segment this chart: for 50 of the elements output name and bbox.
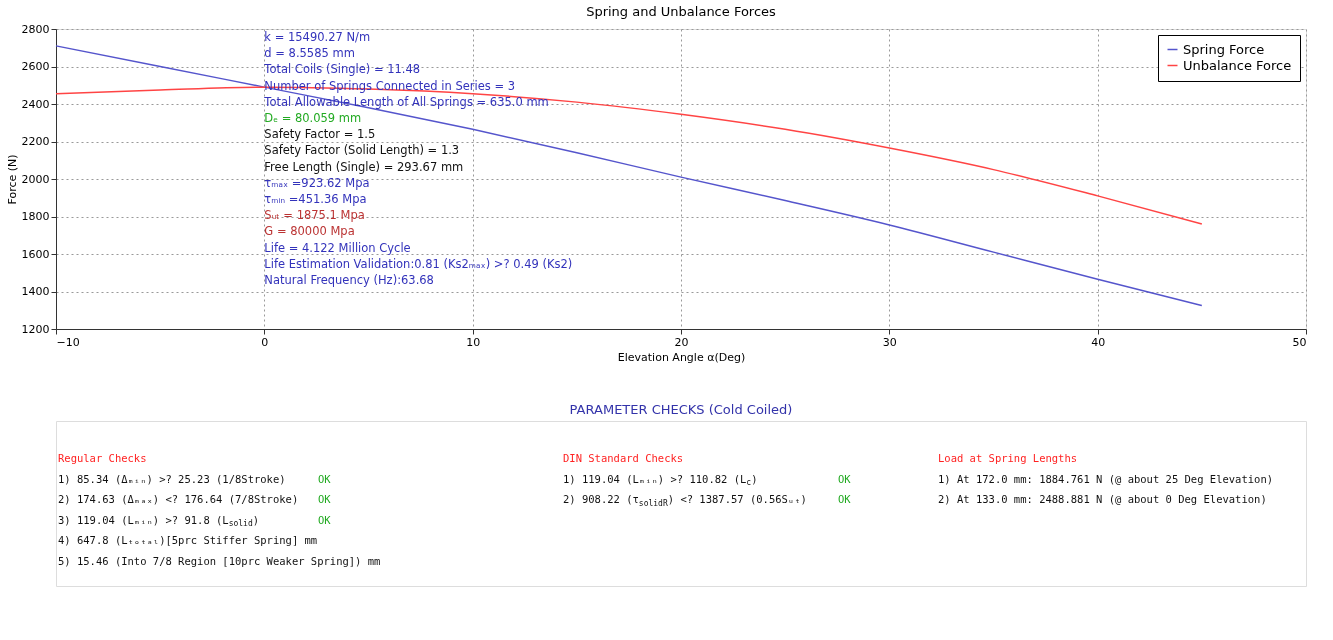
y-tick-label: 2400 xyxy=(21,97,50,111)
annotation: τₘₐₓ =923.62 Mpa xyxy=(264,175,370,190)
text: DIN Standard Checks xyxy=(563,452,684,464)
annotation: Total Coils (Single) = 11.48 xyxy=(263,62,421,77)
annotation: G = 80000 Mpa xyxy=(264,224,355,239)
x-tick-label: 10 xyxy=(466,335,481,349)
y-tick-label: 2000 xyxy=(21,172,50,186)
annotation: Natural Frequency (Hz):63.68 xyxy=(264,273,434,287)
x-tick-label: 0 xyxy=(261,335,269,349)
text: PARAMETER CHECKS (Cold Coiled) xyxy=(569,402,793,417)
legend-label: Spring Force xyxy=(1183,41,1265,57)
y-tick-label: 2800 xyxy=(21,22,50,36)
y-tick-label: 1400 xyxy=(21,285,50,298)
annotation: Safety Factor (Solid Length) = 1.3 xyxy=(264,143,460,158)
text: 1) 85.34 (Δₘᵢₙ) >? 25.23 (1/8Stroke) xyxy=(58,472,286,485)
y-axis-title: Force (N) xyxy=(5,154,19,205)
chart-title: Spring and Unbalance Forces xyxy=(586,4,777,19)
text: OK xyxy=(318,472,332,485)
annotation: Life Estimation Validation:0.81 (Ks2ₘₐₓ) >? 0.49 (Ks2) xyxy=(264,256,573,271)
y-tick-label: 1200 xyxy=(21,322,50,336)
x-tick-label: 50 xyxy=(1292,335,1307,349)
y-tick-label: 2600 xyxy=(21,60,50,73)
text: Load at Spring Lengths xyxy=(938,452,1078,464)
annotation: Life = 4.122 Million Cycle xyxy=(264,240,411,255)
y-tick-label: 1600 xyxy=(21,247,50,261)
annotation: Free Length (Single) = 293.67 mm xyxy=(264,159,464,174)
text: 2) 174.63 (Δₘₐₓ) <? 176.64 (7/8Stroke) xyxy=(58,493,299,505)
text: OK xyxy=(838,472,852,485)
text: OK xyxy=(838,493,852,505)
x-axis-title: Elevation Angle α(Deg) xyxy=(617,350,746,364)
annotation: d = 8.5585 mm xyxy=(264,46,355,61)
annotation: Safety Factor = 1.5 xyxy=(264,127,376,142)
text: OK xyxy=(318,493,332,505)
x-tick-label: 40 xyxy=(1091,335,1106,349)
text: 4) 647.8 (Lₜₒₜₐₗ)[5prc Stiffer Spring] mm xyxy=(58,534,318,546)
text: 1) At 172.0 mm: 1884.761 N (@ about 25 Deg Elevation) xyxy=(938,472,1274,485)
x-tick-label: −10 xyxy=(56,335,80,349)
annotation: Dₑ = 80.059 mm xyxy=(264,111,362,125)
annotation: k = 15490.27 N/m xyxy=(264,30,371,44)
x-tick-label: 20 xyxy=(674,335,689,349)
text: 5) 15.46 (Into 7/8 Region [10prc Weaker Spring]) mm xyxy=(58,554,381,567)
x-tick-label: 30 xyxy=(882,335,897,349)
text: OK xyxy=(318,513,332,526)
legend-label: Unbalance Force xyxy=(1183,57,1292,73)
annotation: τₘᵢₙ =451.36 Mpa xyxy=(264,192,367,206)
y-tick-label: 1800 xyxy=(21,210,50,223)
annotation: Sᵤₜ = 1875.1 Mpa xyxy=(264,208,365,223)
text: Regular Checks xyxy=(58,452,147,464)
text: 2) At 133.0 mm: 2488.881 N (@ about 0 Deg Elevation) xyxy=(938,493,1267,505)
y-tick-label: 2200 xyxy=(21,135,50,148)
